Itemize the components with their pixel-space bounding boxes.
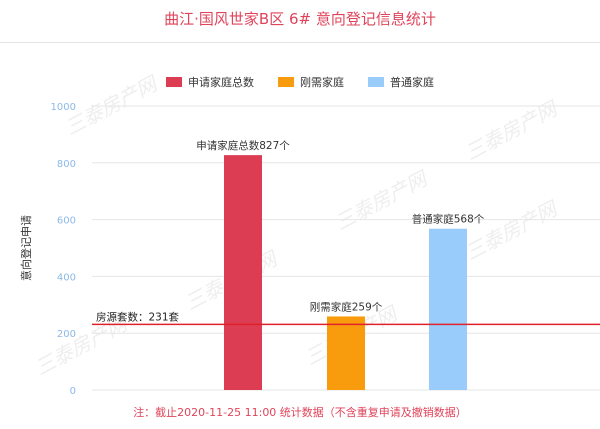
- y-tick-label: 0: [70, 386, 76, 397]
- bar: [429, 228, 467, 390]
- legend-label-normal: 普通家庭: [390, 76, 434, 89]
- legend-swatch-rigid: [278, 77, 294, 87]
- legend: 申请家庭总数 刚需家庭 普通家庭: [0, 74, 600, 90]
- bar-data-label: 普通家庭568个: [412, 213, 485, 226]
- legend-label-rigid: 刚需家庭: [300, 76, 344, 89]
- chart-title: 曲江·国风世家B区 6# 意向登记信息统计: [164, 10, 436, 28]
- legend-swatch-normal: [368, 77, 384, 87]
- legend-item-rigid[interactable]: 刚需家庭: [278, 74, 344, 90]
- bar: [224, 155, 262, 390]
- y-tick-label: 600: [57, 216, 76, 227]
- y-tick-label: 1000: [51, 102, 76, 113]
- y-tick-label: 200: [57, 329, 76, 340]
- legend-swatch-total: [166, 77, 182, 87]
- legend-label-total: 申请家庭总数: [188, 76, 254, 89]
- bar-data-label: 刚需家庭259个: [310, 300, 383, 313]
- reference-line-label: 房源套数：231套: [96, 310, 180, 323]
- y-tick-label: 400: [57, 272, 76, 283]
- title-divider: [0, 42, 600, 43]
- y-tick-label: 800: [57, 159, 76, 170]
- legend-item-total[interactable]: 申请家庭总数: [166, 74, 254, 90]
- footnote: 注：截止2020-11-25 11:00 统计数据（不含重复申请及撤销数据）: [133, 406, 467, 419]
- bar-data-label: 申请家庭总数827个: [196, 139, 290, 152]
- legend-item-normal[interactable]: 普通家庭: [368, 74, 434, 90]
- bar: [327, 316, 365, 390]
- y-axis-label: 意向登记申请: [20, 215, 33, 281]
